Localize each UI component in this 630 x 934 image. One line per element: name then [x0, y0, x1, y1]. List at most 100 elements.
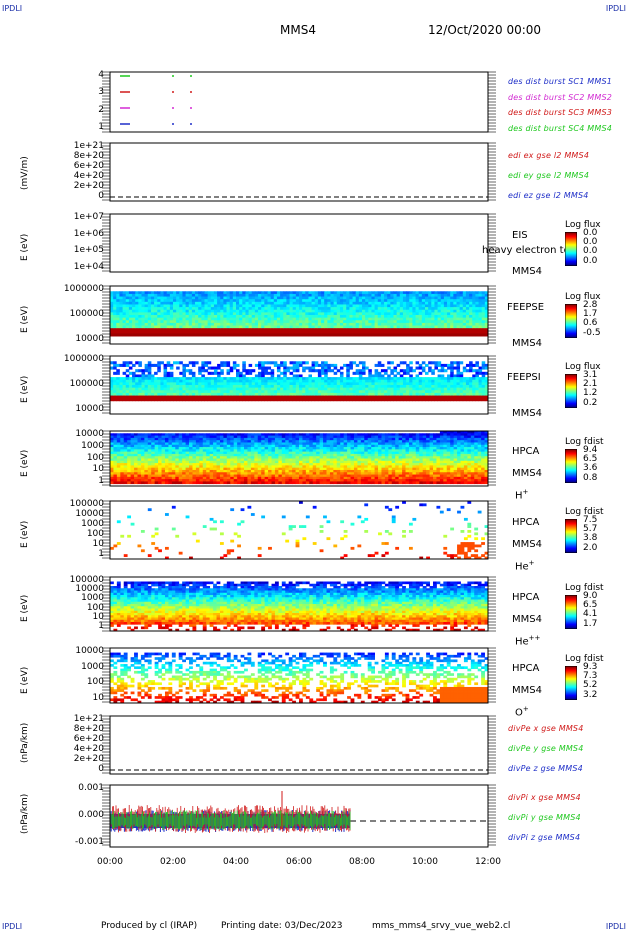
heatmap-cell	[384, 325, 388, 329]
colorbar	[565, 232, 577, 266]
heatmap-cell	[191, 322, 196, 326]
heatmap-cell	[333, 301, 338, 305]
heatmap-cell	[206, 437, 211, 441]
heatmap-cell	[462, 333, 467, 337]
heatmap-cell	[472, 320, 476, 324]
heatmap-cell	[450, 369, 454, 373]
heatmap-cell	[270, 385, 275, 389]
heatmap-cell	[319, 437, 324, 441]
heatmap-cell	[271, 453, 276, 457]
heatmap-cell	[244, 469, 248, 473]
heatmap-cell	[456, 296, 461, 300]
heatmap-cell	[286, 390, 290, 394]
heatmap-cell	[270, 377, 275, 381]
heatmap-cell	[270, 301, 275, 305]
heatmap-cell	[440, 385, 445, 389]
heatmap-cell	[158, 460, 162, 464]
heatmap-cell	[226, 333, 231, 337]
heatmap-cell	[402, 361, 407, 365]
heatmap-cell	[409, 374, 413, 378]
heatmap-cell	[264, 369, 268, 373]
heatmap-cell	[161, 479, 166, 482]
heatmap-cell	[443, 304, 448, 308]
heatmap-cell	[377, 315, 382, 319]
heatmap-cell	[475, 309, 479, 313]
heatmap-cell	[456, 395, 461, 399]
heatmap-cell	[140, 437, 145, 441]
heatmap-cell	[250, 479, 255, 482]
heatmap-cell	[173, 333, 177, 337]
heatmap-cell	[206, 453, 211, 457]
heatmap-cell	[236, 328, 240, 332]
heatmap-cell	[247, 447, 252, 450]
heatmap-cell	[144, 377, 149, 381]
heatmap-cell	[209, 476, 214, 480]
heatmap-cell	[245, 387, 249, 391]
heatmap-cell	[292, 437, 296, 441]
heatmap-cell	[110, 328, 114, 332]
heatmap-cell	[276, 301, 281, 305]
heatmap-cell	[237, 453, 241, 457]
heatmap-cell	[230, 433, 235, 436]
heatmap-cell	[188, 379, 193, 383]
heatmap-cell	[245, 369, 249, 373]
heatmap-cell	[425, 315, 429, 319]
heatmap-cell	[141, 369, 146, 373]
heatmap-cell	[164, 456, 169, 459]
heatmap-cell	[119, 291, 123, 295]
heatmap-cell	[161, 456, 166, 459]
heatmap-cell	[244, 460, 248, 464]
heatmap-cell	[182, 481, 186, 485]
heatmap-cell	[330, 387, 335, 391]
heatmap-cell	[261, 433, 266, 436]
heatmap-cell	[336, 325, 341, 329]
heatmap-cell	[447, 395, 451, 399]
heatmap-cell	[207, 293, 212, 297]
heatmap-cell	[292, 472, 296, 475]
heatmap-cell	[206, 435, 211, 439]
heatmap-cell	[418, 398, 423, 402]
heatmap-cell	[157, 322, 161, 326]
heatmap-cell	[465, 322, 470, 326]
heatmap-cell	[314, 390, 319, 394]
heatmap-cell	[226, 440, 231, 443]
heatmap-cell	[365, 299, 369, 303]
heatmap-cell	[150, 377, 155, 381]
heatmap-cell	[368, 301, 372, 305]
heatmap-cell	[158, 435, 162, 439]
heatmap-cell	[456, 320, 461, 324]
heatmap-cell	[312, 472, 317, 475]
heatmap-cell	[264, 390, 268, 394]
heatmap-cell	[134, 474, 138, 478]
heatmap-cell	[274, 474, 279, 478]
heatmap-cell	[268, 433, 272, 436]
heatmap-cell	[217, 312, 221, 316]
heatmap-cell	[216, 460, 221, 464]
heatmap-cell	[258, 307, 262, 311]
heatmap-cell	[299, 398, 303, 402]
heatmap-cell	[285, 437, 290, 441]
heatmap-cell	[210, 325, 215, 329]
heatmap-cell	[418, 390, 423, 394]
heatmap-cell	[283, 296, 287, 300]
heatmap-cell	[179, 395, 183, 399]
heatmap-cell	[229, 296, 234, 300]
heatmap-cell	[171, 458, 176, 462]
heatmap-cell	[406, 395, 410, 399]
heatmap-cell	[288, 474, 293, 478]
heatmap-cell	[209, 474, 214, 478]
heatmap-cell	[223, 433, 228, 436]
heatmap-cell	[201, 317, 205, 321]
heatmap-cell	[288, 479, 293, 482]
heatmap-cell	[151, 458, 156, 462]
heatmap-cell	[188, 322, 193, 326]
heatmap-cell	[248, 382, 253, 386]
heatmap-cell	[327, 366, 331, 370]
heatmap-cell	[198, 320, 202, 324]
heatmap-cell	[229, 291, 234, 295]
heatmap-cell	[188, 371, 193, 375]
heatmap-cell	[258, 382, 262, 386]
heatmap-cell	[185, 301, 190, 305]
heatmap-cell	[314, 392, 319, 396]
heatmap-cell	[169, 296, 174, 300]
